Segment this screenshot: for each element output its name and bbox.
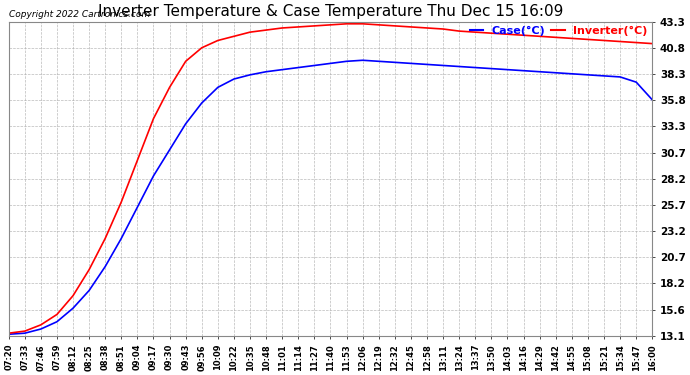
Text: Copyright 2022 Cartronics.com: Copyright 2022 Cartronics.com <box>9 10 150 19</box>
Title: Inverter Temperature & Case Temperature Thu Dec 15 16:09: Inverter Temperature & Case Temperature … <box>98 4 563 19</box>
Legend: Case(°C), Inverter(°C): Case(°C), Inverter(°C) <box>465 22 652 41</box>
